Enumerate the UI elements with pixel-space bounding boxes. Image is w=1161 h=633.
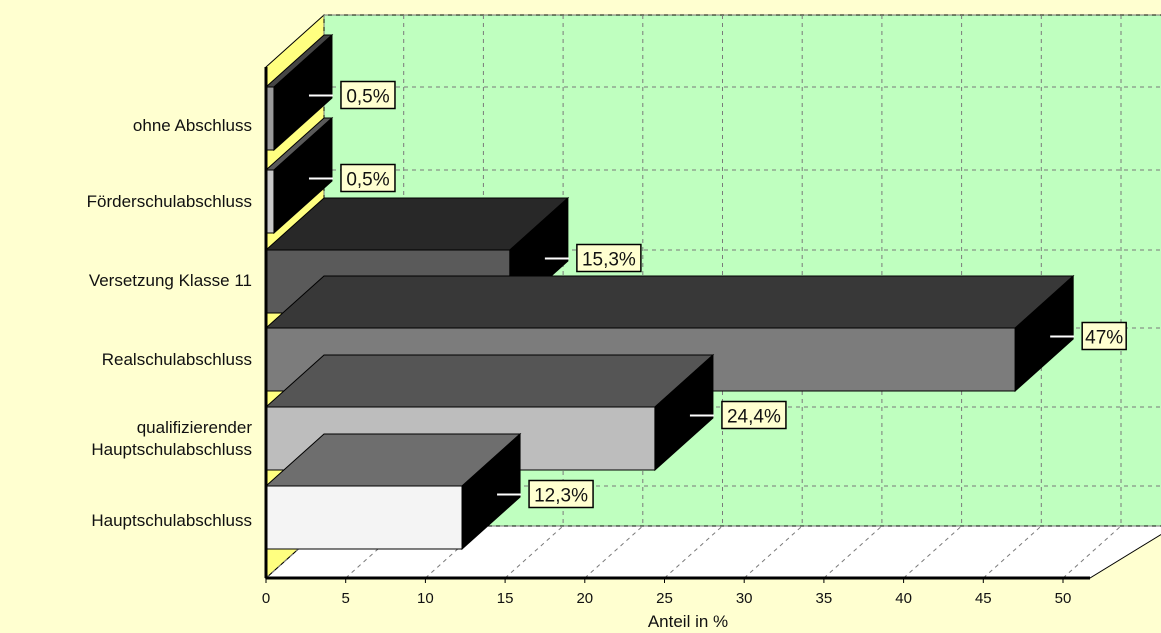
floor-gridline-10 bbox=[1062, 525, 1122, 579]
x-tick-label-5: 25 bbox=[656, 590, 673, 607]
data-label-5: 12,3% bbox=[534, 486, 588, 507]
x-tick-label-7: 35 bbox=[816, 590, 833, 607]
x-tick-label-0: 0 bbox=[262, 590, 270, 607]
floor-gridline-8 bbox=[903, 525, 962, 579]
category-label-5: Hauptschulabschluss bbox=[91, 511, 252, 530]
bar-side-face-3 bbox=[1014, 274, 1074, 393]
x-tick-label-10: 50 bbox=[1055, 590, 1072, 607]
x-tick-label-4: 20 bbox=[576, 590, 593, 607]
floor-gridline-4 bbox=[584, 525, 644, 579]
bar-1 bbox=[264, 116, 334, 235]
x-tick-label-2: 10 bbox=[417, 590, 434, 607]
data-label-0: 0,5% bbox=[346, 87, 389, 108]
category-label-4: qualifizierender Hauptschulabschluss bbox=[91, 418, 252, 459]
floor-gridline-3 bbox=[504, 525, 564, 579]
floor-gridline-7 bbox=[823, 525, 883, 579]
data-label-3: 47% bbox=[1085, 328, 1123, 349]
x-tick-label-8: 40 bbox=[895, 590, 912, 607]
bar-side-face-1 bbox=[273, 116, 333, 235]
data-label-1: 0,5% bbox=[346, 170, 389, 191]
data-label-4: 24,4% bbox=[727, 407, 781, 428]
category-label-0: ohne Abschluss bbox=[133, 116, 252, 135]
x-tick-label-1: 5 bbox=[342, 590, 350, 607]
floor-gridline-6 bbox=[743, 525, 803, 579]
bar-4 bbox=[264, 353, 715, 472]
bar-5 bbox=[264, 432, 522, 551]
bar-side-face-5 bbox=[461, 432, 521, 551]
x-axis-title: Anteil in % bbox=[648, 612, 728, 631]
bar-top-face-4 bbox=[264, 354, 715, 408]
data-label-box-1 bbox=[340, 163, 396, 193]
data-label-box-2 bbox=[576, 243, 642, 273]
floor-gridline-5 bbox=[664, 525, 723, 579]
x-tick-label-3: 15 bbox=[497, 590, 514, 607]
x-tick-label-6: 30 bbox=[736, 590, 753, 607]
bar-front-face-5 bbox=[265, 485, 463, 550]
bar-0 bbox=[264, 33, 334, 152]
floor-gridline-9 bbox=[982, 525, 1042, 579]
bar-top-face-3 bbox=[264, 275, 1075, 329]
category-label-3: Realschulabschluss bbox=[102, 350, 252, 369]
category-label-2: Versetzung Klasse 11 bbox=[89, 271, 252, 290]
data-label-2: 15,3% bbox=[582, 250, 636, 271]
data-label-box-3 bbox=[1081, 321, 1127, 351]
bar-side-face-4 bbox=[654, 353, 714, 472]
data-label-box-5 bbox=[528, 479, 594, 509]
data-label-box-4 bbox=[721, 400, 787, 430]
x-tick-label-9: 45 bbox=[975, 590, 992, 607]
category-label-1: Förderschulabschluss bbox=[87, 192, 252, 211]
data-label-box-0 bbox=[340, 80, 396, 110]
bar-side-face-0 bbox=[273, 33, 333, 152]
